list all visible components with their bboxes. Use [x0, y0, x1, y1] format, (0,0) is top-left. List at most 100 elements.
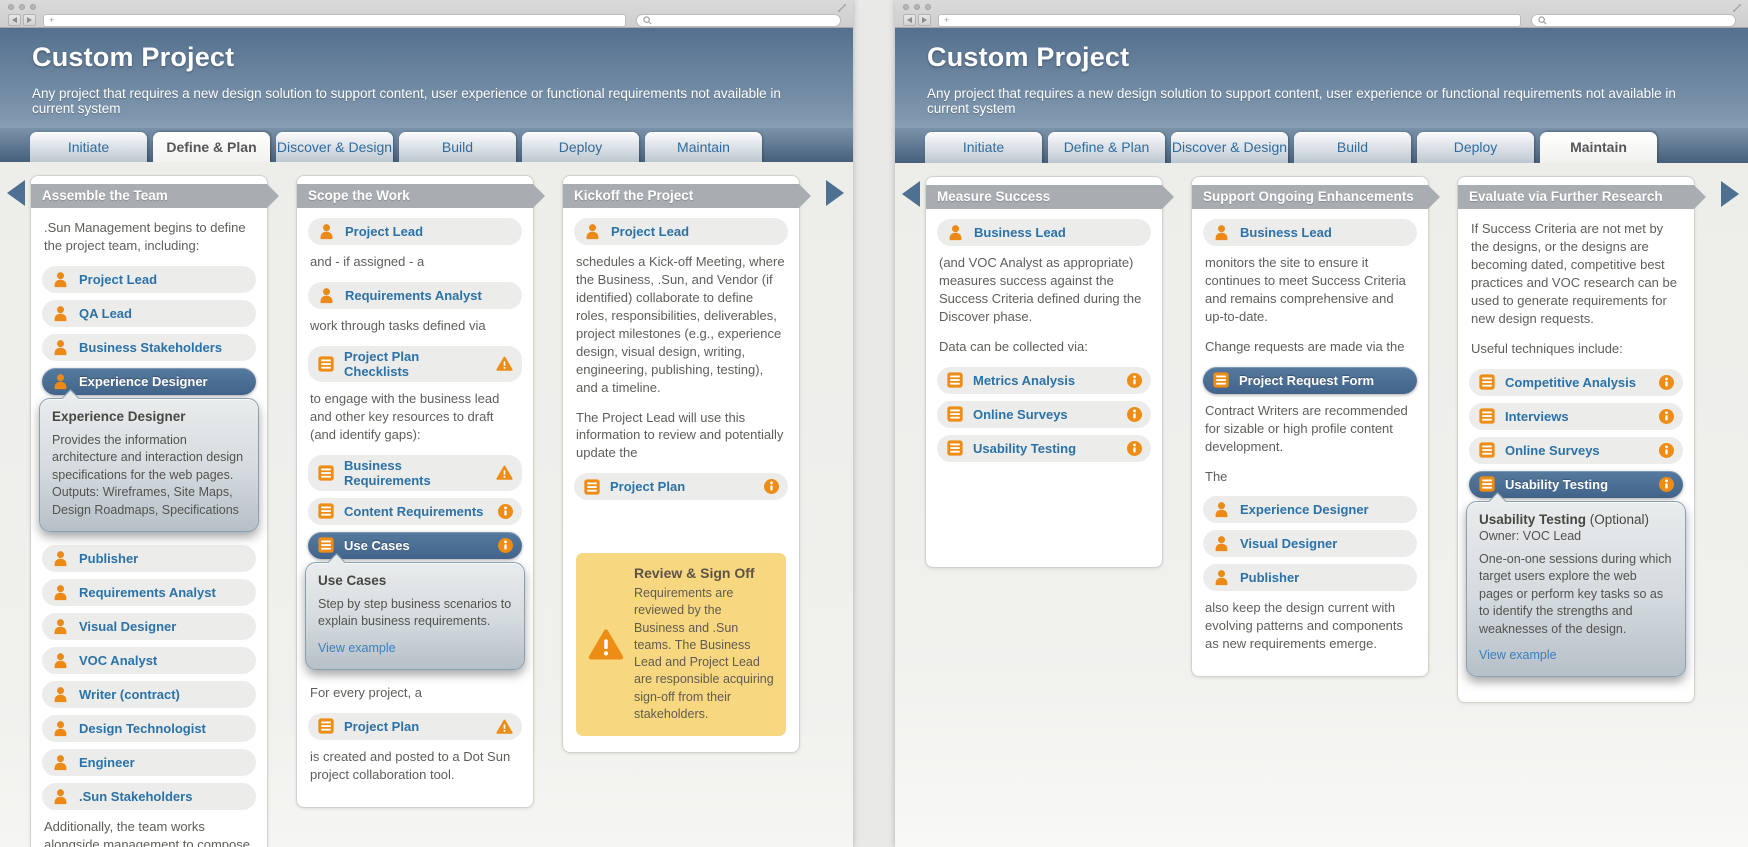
- zoom-window-icon[interactable]: [30, 4, 36, 10]
- resize-icon[interactable]: [837, 3, 847, 13]
- column-body: .Sun Management begins to define the pro…: [31, 218, 267, 847]
- pill-project-lead[interactable]: Project Lead: [42, 265, 256, 293]
- alert-text: Requirements are reviewed by the Busines…: [634, 586, 774, 721]
- add-bookmark-icon[interactable]: +: [944, 15, 950, 25]
- pill-sun-stakeholders[interactable]: .Sun Stakeholders: [42, 783, 256, 811]
- tab-initiate[interactable]: Initiate: [30, 132, 147, 162]
- tab-initiate[interactable]: Initiate: [925, 132, 1042, 163]
- warning-icon: [496, 356, 513, 372]
- pill-use-cases[interactable]: Use Cases: [308, 531, 522, 559]
- text-block: also keep the design current with evolvi…: [1205, 600, 1404, 652]
- tab-maintain[interactable]: Maintain: [1540, 132, 1657, 163]
- pill-online-surveys[interactable]: Online Surveys: [937, 400, 1151, 428]
- pill-content-requirements[interactable]: Content Requirements: [308, 497, 522, 525]
- tab-build[interactable]: Build: [399, 132, 516, 162]
- back-button[interactable]: [8, 14, 21, 26]
- back-button[interactable]: [903, 14, 916, 26]
- pill-business-lead[interactable]: Business Lead: [1203, 219, 1417, 246]
- tab-discover-design[interactable]: Discover & Design: [276, 132, 393, 162]
- pill-competitive-analysis[interactable]: Competitive Analysis: [1469, 368, 1683, 396]
- tab-build[interactable]: Build: [1294, 132, 1411, 163]
- pill-project-plan-checklists[interactable]: Project Plan Checklists: [308, 345, 522, 382]
- pill-requirements-analyst[interactable]: Requirements Analyst: [308, 281, 522, 309]
- tab-deploy[interactable]: Deploy: [1417, 132, 1534, 163]
- search-input[interactable]: [1531, 13, 1736, 27]
- pill-business-stakeholders[interactable]: Business Stakeholders: [42, 333, 256, 361]
- info-icon[interactable]: [498, 537, 513, 553]
- tooltip-title-text: Experience Designer: [52, 408, 186, 424]
- pill-label: Publisher: [1240, 570, 1300, 586]
- info-icon[interactable]: [1659, 408, 1674, 424]
- pill-voc-analyst[interactable]: VOC Analyst: [42, 647, 256, 675]
- browser-toolbar: +: [8, 12, 845, 28]
- document-icon: [1478, 407, 1496, 425]
- pill-visual-designer[interactable]: Visual Designer: [42, 613, 256, 641]
- forward-button[interactable]: [23, 14, 36, 26]
- add-bookmark-icon[interactable]: +: [49, 15, 55, 25]
- pill-visual-designer[interactable]: Visual Designer: [1203, 530, 1417, 558]
- tab-deploy[interactable]: Deploy: [522, 132, 639, 162]
- view-example-link[interactable]: View example: [318, 640, 396, 655]
- search-input[interactable]: [636, 13, 841, 27]
- text-block: monitors the site to ensure it continues…: [1205, 255, 1406, 324]
- pill-usability-testing[interactable]: Usability Testing: [1469, 470, 1683, 498]
- next-phase-arrow[interactable]: [826, 180, 844, 206]
- url-input[interactable]: +: [938, 13, 1521, 27]
- text-block: and - if assigned - a: [310, 254, 425, 269]
- back-icon: [907, 17, 912, 23]
- page-header: Custom Project Any project that requires…: [895, 28, 1748, 128]
- pill-project-plan[interactable]: Project Plan: [308, 712, 522, 740]
- minimize-window-icon[interactable]: [914, 4, 920, 10]
- pill-interviews[interactable]: Interviews: [1469, 402, 1683, 430]
- info-icon[interactable]: [498, 503, 513, 519]
- next-phase-arrow[interactable]: [1721, 181, 1739, 207]
- pill-publisher[interactable]: Publisher: [42, 545, 256, 573]
- pill-business-requirements[interactable]: Business Requirements: [308, 454, 522, 491]
- pill-experience-designer[interactable]: Experience Designer: [42, 367, 256, 395]
- pill-publisher[interactable]: Publisher: [1203, 564, 1417, 592]
- browser-window-left: + Custom Project Any project that requir…: [0, 0, 853, 847]
- pill-requirements-analyst[interactable]: Requirements Analyst: [42, 579, 256, 607]
- tab-discover-design[interactable]: Discover & Design: [1171, 132, 1288, 163]
- resize-icon[interactable]: [1732, 3, 1742, 13]
- info-icon[interactable]: [1659, 442, 1674, 458]
- pill-label: Project Plan: [610, 479, 686, 495]
- pill-design-technologist[interactable]: Design Technologist: [42, 715, 256, 743]
- page-subtitle: Any project that requires a new design s…: [32, 86, 781, 116]
- view-example-link[interactable]: View example: [1479, 648, 1557, 663]
- tab-maintain[interactable]: Maintain: [645, 132, 762, 162]
- tooltip-usability-testing: Usability Testing (Optional) Owner: VOC L…: [1466, 500, 1686, 678]
- info-icon[interactable]: [1127, 440, 1142, 456]
- prev-phase-arrow[interactable]: [902, 181, 920, 207]
- document-icon: [317, 355, 335, 373]
- pill-experience-designer[interactable]: Experience Designer: [1203, 496, 1417, 524]
- pill-usability-testing[interactable]: Usability Testing: [937, 434, 1151, 462]
- close-window-icon[interactable]: [903, 4, 909, 10]
- pill-online-surveys[interactable]: Online Surveys: [1469, 436, 1683, 464]
- info-icon[interactable]: [1659, 374, 1674, 390]
- url-input[interactable]: +: [43, 13, 626, 27]
- tab-define-plan[interactable]: Define & Plan: [153, 132, 270, 162]
- pill-project-lead[interactable]: Project Lead: [308, 218, 522, 245]
- pill-project-lead[interactable]: Project Lead: [574, 218, 788, 245]
- tab-define-plan[interactable]: Define & Plan: [1048, 132, 1165, 163]
- info-icon[interactable]: [1127, 406, 1142, 422]
- column-header: Support Ongoing Enhancements: [1192, 185, 1440, 209]
- zoom-window-icon[interactable]: [925, 4, 931, 10]
- pill-writer-contract[interactable]: Writer (contract): [42, 681, 256, 709]
- pill-metrics-analysis[interactable]: Metrics Analysis: [937, 366, 1151, 394]
- pill-project-request-form[interactable]: Project Request Form: [1203, 366, 1417, 394]
- pill-qa-lead[interactable]: QA Lead: [42, 299, 256, 327]
- pill-engineer[interactable]: Engineer: [42, 749, 256, 777]
- info-icon[interactable]: [764, 479, 779, 495]
- pill-project-plan[interactable]: Project Plan: [574, 473, 788, 501]
- info-icon[interactable]: [1127, 372, 1142, 388]
- alert-title: Review & Sign Off: [634, 565, 755, 581]
- info-icon[interactable]: [1659, 476, 1674, 492]
- document-icon: [946, 371, 964, 389]
- minimize-window-icon[interactable]: [19, 4, 25, 10]
- pill-business-lead[interactable]: Business Lead: [937, 219, 1151, 246]
- forward-button[interactable]: [918, 14, 931, 26]
- prev-phase-arrow[interactable]: [7, 180, 25, 206]
- close-window-icon[interactable]: [8, 4, 14, 10]
